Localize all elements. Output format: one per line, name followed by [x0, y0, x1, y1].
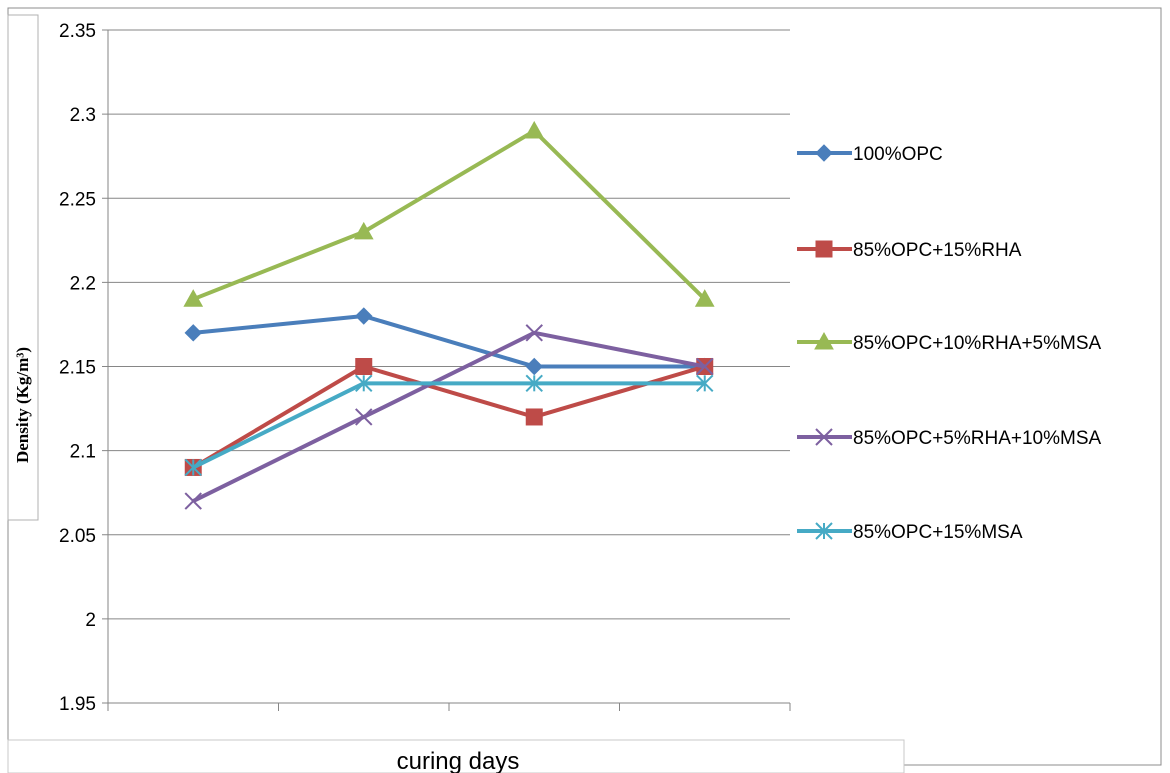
y-tick-label: 2.1 [70, 442, 96, 463]
data-point [355, 408, 373, 426]
data-point [694, 289, 715, 307]
legend: 100%OPC 85%OPC+15%RHA 85%OPC+10%RHA+5%MSA 8… [797, 144, 1101, 543]
series-4 [184, 324, 714, 510]
data-point [184, 458, 202, 477]
data-point [814, 331, 834, 350]
data-point [524, 120, 545, 139]
series-line [192, 330, 706, 503]
y-axis-label: Density (Kg/m³) [13, 347, 32, 463]
y-tick-label: 2.25 [59, 189, 96, 210]
data-point [525, 374, 543, 393]
legend-label: 85%OPC+15%RHA [853, 240, 1022, 261]
legend-item: 100%OPC [797, 144, 943, 165]
y-tick-label: 2.35 [59, 21, 96, 42]
data-point [355, 358, 373, 375]
series-line [193, 314, 705, 369]
ylabel-box [7, 14, 39, 521]
marker-stroke [696, 357, 714, 376]
legend-label: 85%OPC+15%MSA [853, 522, 1023, 543]
data-point [183, 289, 204, 307]
data-point [815, 428, 833, 446]
data-point [525, 357, 543, 376]
data-point [815, 144, 833, 162]
data-point [355, 374, 373, 393]
marker-stroke [184, 492, 202, 510]
data-point [184, 324, 202, 342]
data-point [355, 307, 373, 325]
y-tick-label: 2 [85, 610, 96, 631]
data-point [184, 492, 202, 510]
series-line [192, 381, 705, 470]
y-tick-label: 2.3 [70, 105, 96, 126]
data-point [525, 408, 543, 426]
y-tick-label: 2.2 [70, 273, 96, 294]
legend-item: 85%OPC+15%RHA [797, 240, 1022, 261]
marker-stroke [355, 408, 373, 426]
legend-label: 85%OPC+5%RHA+10%MSA [853, 428, 1101, 449]
series-3 [183, 120, 715, 307]
legend-label: 85%OPC+10%RHA+5%MSA [853, 333, 1101, 354]
series-layer [183, 120, 715, 510]
legend-item: 85%OPC+5%RHA+10%MSA [797, 428, 1101, 449]
y-tick-label: 1.95 [59, 694, 96, 715]
data-point [525, 324, 543, 342]
data-point [815, 522, 833, 540]
chart-frame [7, 7, 1162, 766]
x-axis-label: curing days [397, 748, 520, 773]
data-point [696, 374, 714, 393]
legend-item: 85%OPC+10%RHA+5%MSA [797, 331, 1101, 354]
data-point [815, 240, 833, 258]
data-point [353, 221, 374, 240]
legend-label: 100%OPC [853, 144, 943, 165]
series-5 [184, 374, 714, 477]
marker-stroke [815, 428, 833, 446]
xlabel-box [7, 739, 905, 773]
data-point [696, 357, 714, 376]
series-line [192, 128, 707, 302]
y-tick-label: 2.05 [59, 526, 96, 547]
series-line [192, 364, 706, 470]
y-tick-label: 2.15 [59, 358, 96, 379]
legend-item: 85%OPC+15%MSA [797, 522, 1023, 543]
marker-stroke [525, 324, 543, 342]
